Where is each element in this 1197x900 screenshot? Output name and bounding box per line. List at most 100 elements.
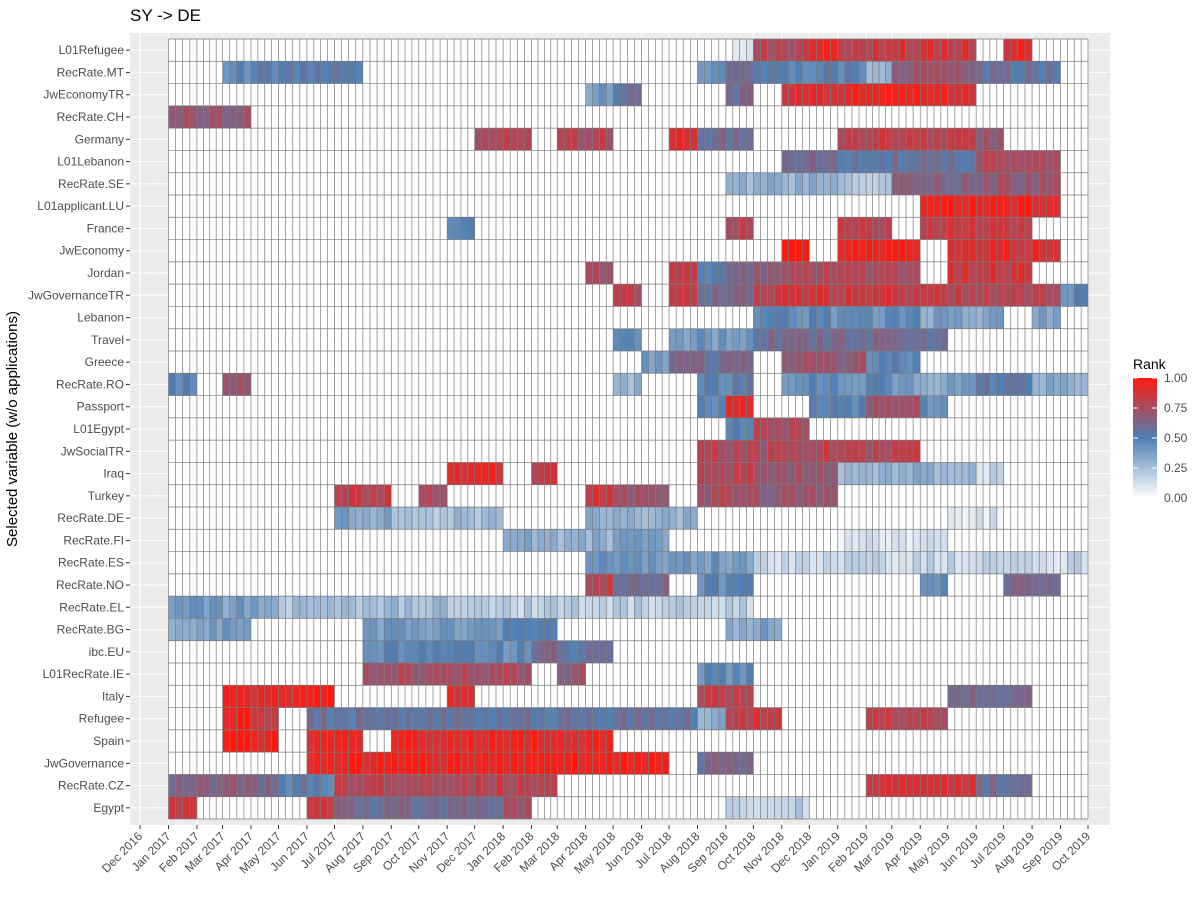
heatmap-cell bbox=[620, 284, 628, 307]
heatmap-cell bbox=[983, 373, 990, 396]
heatmap-cell bbox=[418, 507, 426, 530]
heatmap-cell bbox=[859, 239, 867, 262]
heatmap-cell bbox=[1039, 573, 1047, 597]
heatmap-cell bbox=[872, 351, 879, 374]
heatmap-cell bbox=[788, 306, 796, 329]
heatmap-cell bbox=[182, 796, 190, 819]
heatmap-cell bbox=[891, 150, 899, 173]
heatmap-cell bbox=[564, 640, 572, 663]
heatmap-cell bbox=[585, 507, 593, 530]
heatmap-cell bbox=[377, 663, 385, 686]
heatmap-cell bbox=[711, 128, 719, 151]
heatmap-cell bbox=[851, 172, 860, 195]
heatmap-cell bbox=[920, 774, 928, 797]
heatmap-cell bbox=[774, 707, 782, 730]
heatmap-cell bbox=[474, 707, 482, 730]
heatmap-cell bbox=[320, 796, 328, 819]
heatmap-cell bbox=[697, 128, 705, 151]
heatmap-cell bbox=[788, 284, 796, 307]
heatmap-cell bbox=[816, 39, 824, 62]
heatmap-cell bbox=[1003, 551, 1011, 574]
heatmap-cell bbox=[432, 707, 441, 730]
heatmap-cell bbox=[467, 774, 475, 797]
heatmap-cell bbox=[809, 551, 817, 574]
heatmap-cell bbox=[816, 351, 824, 374]
heatmap-cell bbox=[933, 61, 941, 84]
heatmap-cell bbox=[391, 663, 399, 686]
heatmap-cell bbox=[440, 618, 448, 641]
heatmap-cell bbox=[251, 774, 258, 797]
heatmap-cell bbox=[996, 774, 1004, 797]
heatmap-cell bbox=[432, 507, 441, 530]
heatmap-cell bbox=[947, 373, 955, 396]
heatmap-cell bbox=[454, 618, 461, 641]
heatmap-cell bbox=[384, 707, 392, 730]
heatmap-cell bbox=[634, 373, 642, 396]
heatmap-cell bbox=[599, 128, 607, 151]
heatmap-cell bbox=[1017, 261, 1025, 285]
heatmap-cell bbox=[182, 774, 190, 797]
heatmap-cell bbox=[954, 172, 962, 195]
legend-title: Rank bbox=[1133, 356, 1167, 372]
heatmap-cell bbox=[524, 640, 532, 663]
heatmap-cell bbox=[746, 351, 754, 374]
heatmap-cell bbox=[676, 351, 684, 374]
heatmap-cell bbox=[599, 729, 607, 753]
heatmap-cell bbox=[369, 707, 378, 730]
heatmap-cell bbox=[823, 440, 831, 463]
heatmap-cell bbox=[885, 61, 892, 84]
heatmap-cell bbox=[837, 351, 845, 374]
heatmap-cell bbox=[872, 774, 879, 797]
heatmap-cell bbox=[866, 217, 873, 240]
heatmap-cell bbox=[859, 373, 867, 396]
heatmap-cell bbox=[641, 507, 649, 530]
heatmap-cell bbox=[474, 596, 482, 619]
heatmap-cell bbox=[837, 306, 845, 329]
heatmap-cell bbox=[725, 462, 733, 485]
heatmap-cell bbox=[746, 261, 754, 285]
heatmap-cell bbox=[725, 373, 733, 396]
heatmap-cell bbox=[823, 172, 831, 195]
heatmap-cell bbox=[898, 239, 907, 262]
heatmap-cell bbox=[620, 752, 628, 775]
heatmap-cell bbox=[168, 618, 176, 641]
heatmap-cell bbox=[913, 284, 921, 307]
heatmap-cell bbox=[467, 640, 475, 663]
heatmap-cell bbox=[746, 83, 754, 106]
heatmap-cell bbox=[920, 707, 928, 730]
heatmap-cell bbox=[947, 507, 955, 530]
heatmap-cell bbox=[1024, 195, 1033, 218]
heatmap-cell bbox=[613, 507, 621, 530]
heatmap-cell bbox=[788, 462, 796, 485]
heatmap-cell bbox=[913, 261, 921, 285]
heatmap-cell bbox=[697, 61, 705, 84]
heatmap-cell bbox=[578, 752, 586, 775]
heatmap-cell bbox=[927, 39, 934, 62]
heatmap-cell bbox=[851, 217, 860, 240]
heatmap-cell bbox=[711, 328, 719, 351]
heatmap-cell bbox=[732, 417, 740, 441]
heatmap-cell bbox=[753, 796, 761, 819]
heatmap-cell bbox=[739, 351, 747, 374]
heatmap-cell bbox=[933, 284, 941, 307]
heatmap-cell bbox=[878, 83, 886, 106]
heatmap-cell bbox=[348, 61, 356, 84]
heatmap-cell bbox=[571, 663, 579, 686]
heatmap-cell bbox=[739, 417, 747, 441]
heatmap-cell bbox=[954, 306, 962, 329]
heatmap-cell bbox=[460, 707, 468, 730]
heatmap-cell bbox=[969, 306, 977, 329]
heatmap-cell bbox=[866, 351, 873, 374]
heatmap-cell bbox=[175, 596, 183, 619]
heatmap-cell bbox=[725, 217, 733, 240]
heatmap-cell bbox=[704, 373, 712, 396]
heatmap-cell bbox=[229, 61, 237, 84]
heatmap-cell bbox=[774, 796, 782, 819]
heatmap-cell bbox=[418, 484, 426, 507]
heatmap-cell bbox=[1010, 61, 1018, 84]
heatmap-cell bbox=[851, 39, 860, 62]
heatmap-cell bbox=[327, 752, 335, 775]
heatmap-cell bbox=[996, 195, 1004, 218]
heatmap-cell bbox=[683, 351, 691, 374]
heatmap-cell bbox=[182, 105, 190, 129]
